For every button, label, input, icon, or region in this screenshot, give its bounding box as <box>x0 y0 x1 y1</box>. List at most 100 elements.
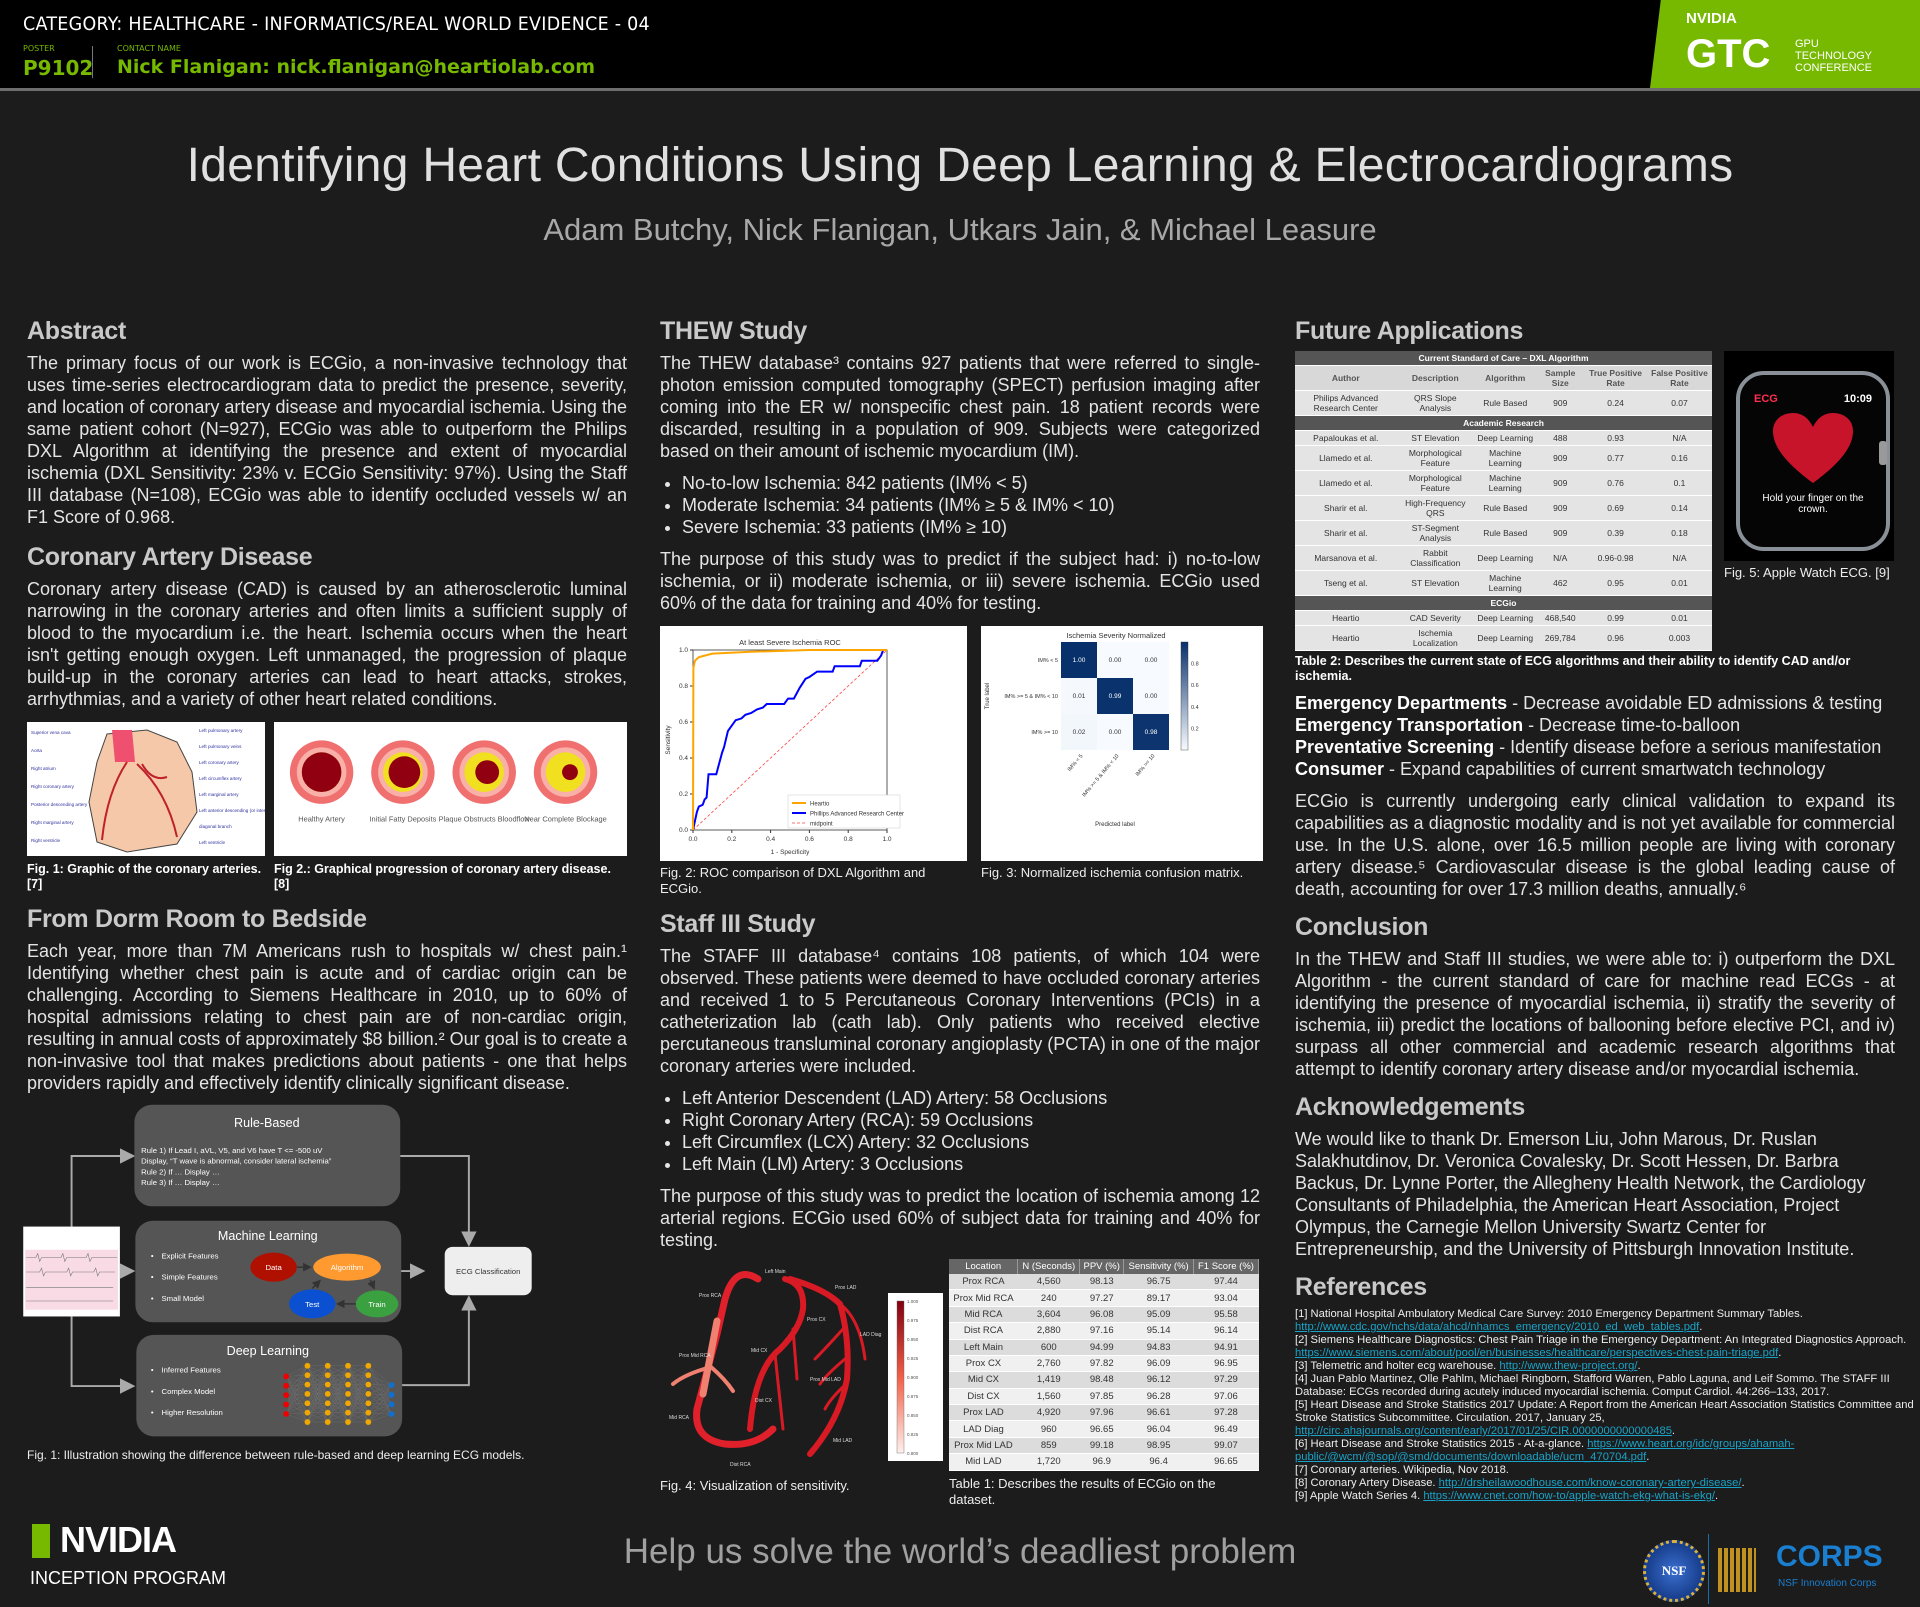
colorbar <box>1180 641 1189 751</box>
contact-label: CONTACT NAME <box>117 44 181 53</box>
nn-node <box>304 1409 311 1416</box>
nn-node <box>345 1372 351 1379</box>
nn-edge <box>307 1365 328 1404</box>
table-cell: 0.96-0.98 <box>1584 545 1647 571</box>
table-cell: 96.12 <box>1123 1371 1194 1389</box>
nn-edge <box>368 1384 392 1404</box>
ecg-classification-box <box>444 1246 532 1296</box>
chart-title: Ischemia Severity Normalized <box>1066 631 1165 640</box>
divider <box>92 46 93 78</box>
staff-text: The STAFF III database⁴ contains 108 pat… <box>660 946 1260 1076</box>
table-cell: 0.1 <box>1646 470 1712 496</box>
nn-edge <box>347 1365 369 1385</box>
table-cell: 93.04 <box>1193 1289 1259 1307</box>
column-header: Location <box>949 1259 1019 1274</box>
cell-value: 0.00 <box>1145 693 1158 700</box>
rule-based-box <box>134 1104 401 1207</box>
data-node <box>250 1252 297 1282</box>
reference-text: [2] Siemens Healthcare Diagnostics: Ches… <box>1295 1334 1907 1346</box>
table-cell: 859 <box>1017 1437 1080 1455</box>
table-cell: Prox Mid LAD <box>949 1437 1018 1455</box>
anatomy-label: Right ventricle <box>31 838 61 843</box>
nn-edge <box>347 1393 369 1423</box>
nn-node <box>345 1362 351 1369</box>
artery-label: Prox CX <box>807 1317 826 1323</box>
nn-edge <box>347 1365 369 1423</box>
corps-subtitle: NSF Innovation Corps <box>1778 1578 1877 1589</box>
artery-label: Prox RCA <box>699 1293 722 1299</box>
sensitivity-visualization: Prox RCA Prox Mid RCA Mid RCA Dist RCA Left … <box>669 1269 943 1468</box>
table1-caption: Table 1: Describes the results of ECGio … <box>949 1475 1216 1507</box>
table-row: Prox CX 2,760 97.82 96.09 96.95 <box>949 1355 1259 1373</box>
artery-label: Prox Mid LAD <box>810 1377 841 1383</box>
stage-label: Healthy Artery <box>298 815 345 824</box>
colorbar-tick: 1.000 <box>907 1299 919 1304</box>
reference-link[interactable]: https://www.siemens.com/about/pool/en/bu… <box>1295 1347 1779 1359</box>
reference-link[interactable]: http://drsheilawoodhouse.com/know-corona… <box>1438 1477 1742 1489</box>
reference-link[interactable]: http://circ.ahajournals.org/content/earl… <box>1295 1425 1672 1437</box>
application-item: Emergency Departments - Decrease avoidab… <box>1295 692 1905 714</box>
artery-label: Prox Mid RCA <box>679 1353 711 1359</box>
table-cell: 3,604 <box>1017 1306 1080 1324</box>
neural-network-graphic <box>283 1362 395 1425</box>
nn-edge <box>307 1393 328 1423</box>
table-row: Heartio CAD Severity Deep Learning 468,540 0… <box>1295 610 1712 626</box>
thew-bullets: No-to-low Ischemia: 842 patients (IM% < … <box>660 472 1260 538</box>
nn-edge <box>307 1375 328 1423</box>
nn-edge <box>307 1365 328 1385</box>
table-cell: 4,560 <box>1017 1274 1080 1291</box>
poster-id: P9102 <box>23 56 94 80</box>
application-term: Emergency Transportation <box>1295 715 1524 735</box>
table-cell: 0.39 <box>1584 520 1647 546</box>
anatomy-label: Aorta <box>31 748 42 753</box>
reference-link[interactable]: http://www.cdc.gov/nchs/data/ahcd/nhamcs… <box>1295 1321 1700 1333</box>
colorbar-tick: 0.8 <box>1191 662 1199 668</box>
colorbar-tick: 0.975 <box>907 1318 919 1323</box>
coronary-anatomy-figure: Superior vena cava Aorta Right atrium Right… <box>27 722 302 856</box>
table-cell: N/A <box>1536 545 1585 571</box>
bullet-item: Left Anterior Descendent (LAD) Artery: 5… <box>682 1087 1260 1109</box>
table-cell: Mid RCA <box>949 1306 1018 1324</box>
table-cell: Ischemia Localization <box>1396 625 1475 651</box>
nn-edge <box>286 1365 308 1414</box>
table-cell: 4,920 <box>1017 1404 1080 1422</box>
table-header-row: Location N (Seconds) PPV (%) Sensitivity (%… <box>949 1259 1260 1274</box>
table-cell: Tseng et al. <box>1295 570 1397 596</box>
reference-link[interactable]: https://www.heart.org/idc/groups/ahamah-… <box>1295 1438 1795 1463</box>
predicted-label-tick: IM% < 5 <box>1067 753 1085 772</box>
column-header: Sample Size <box>1536 365 1585 391</box>
reference-link[interactable]: https://www.cnet.com/how-to/apple-watch-… <box>1423 1490 1715 1502</box>
application-item: Preventative Screening - Identify diseas… <box>1295 736 1905 758</box>
table-cell: Llamedo et al. <box>1295 470 1397 496</box>
reference-text: [7] Coronary arteries. Wikipedia, Nov 20… <box>1295 1464 1509 1476</box>
bullet-item: Right Coronary Artery (RCA): 59 Occlusio… <box>682 1109 1260 1131</box>
y-tick-label: 0.6 <box>679 719 688 726</box>
reference-link[interactable]: http://www.thew-project.org/ <box>1499 1360 1638 1372</box>
artery-segment <box>773 1327 799 1431</box>
x-tick-label: 0.4 <box>766 836 775 843</box>
table-cell: 97.29 <box>1193 1371 1259 1389</box>
nn-node <box>283 1411 290 1417</box>
sensitivity-colorbar <box>896 1300 905 1454</box>
predicted-label-tick: IM% >= 10 <box>1135 753 1157 777</box>
y-tick-label: 0.0 <box>679 827 688 834</box>
algorithm-node-label: Algorithm <box>331 1263 364 1272</box>
table-row: Llamedo et al. Morphological Feature Machi… <box>1295 445 1712 471</box>
table-cell: 96.04 <box>1123 1420 1194 1438</box>
reference-text: [1] National Hospital Ambulatory Medical… <box>1295 1308 1803 1320</box>
table-row: Sharir et al. ST-Segment Analysis Rule Bas… <box>1295 520 1712 546</box>
coronary-arteries <box>101 761 178 841</box>
corps-logo: CORPS <box>1776 1540 1883 1573</box>
table-cell: Sharir et al. <box>1295 495 1397 521</box>
table-section-row: Academic Research <box>1295 415 1712 431</box>
nn-edge <box>368 1385 392 1423</box>
table-row: Prox RCA 4,560 98.13 96.75 97.44 <box>949 1274 1259 1291</box>
anatomy-label: Left anterior descending (or interventri… <box>199 808 265 813</box>
table-cell: N/A <box>1646 430 1712 446</box>
table-cell: 96.28 <box>1123 1388 1194 1406</box>
watch-app-name: ECG <box>1754 393 1778 405</box>
table-section-row: ECGio <box>1295 595 1712 611</box>
references-heading: References <box>1295 1273 1427 1301</box>
table-cell: Llamedo et al. <box>1295 445 1397 471</box>
artery-segment <box>693 1271 777 1448</box>
